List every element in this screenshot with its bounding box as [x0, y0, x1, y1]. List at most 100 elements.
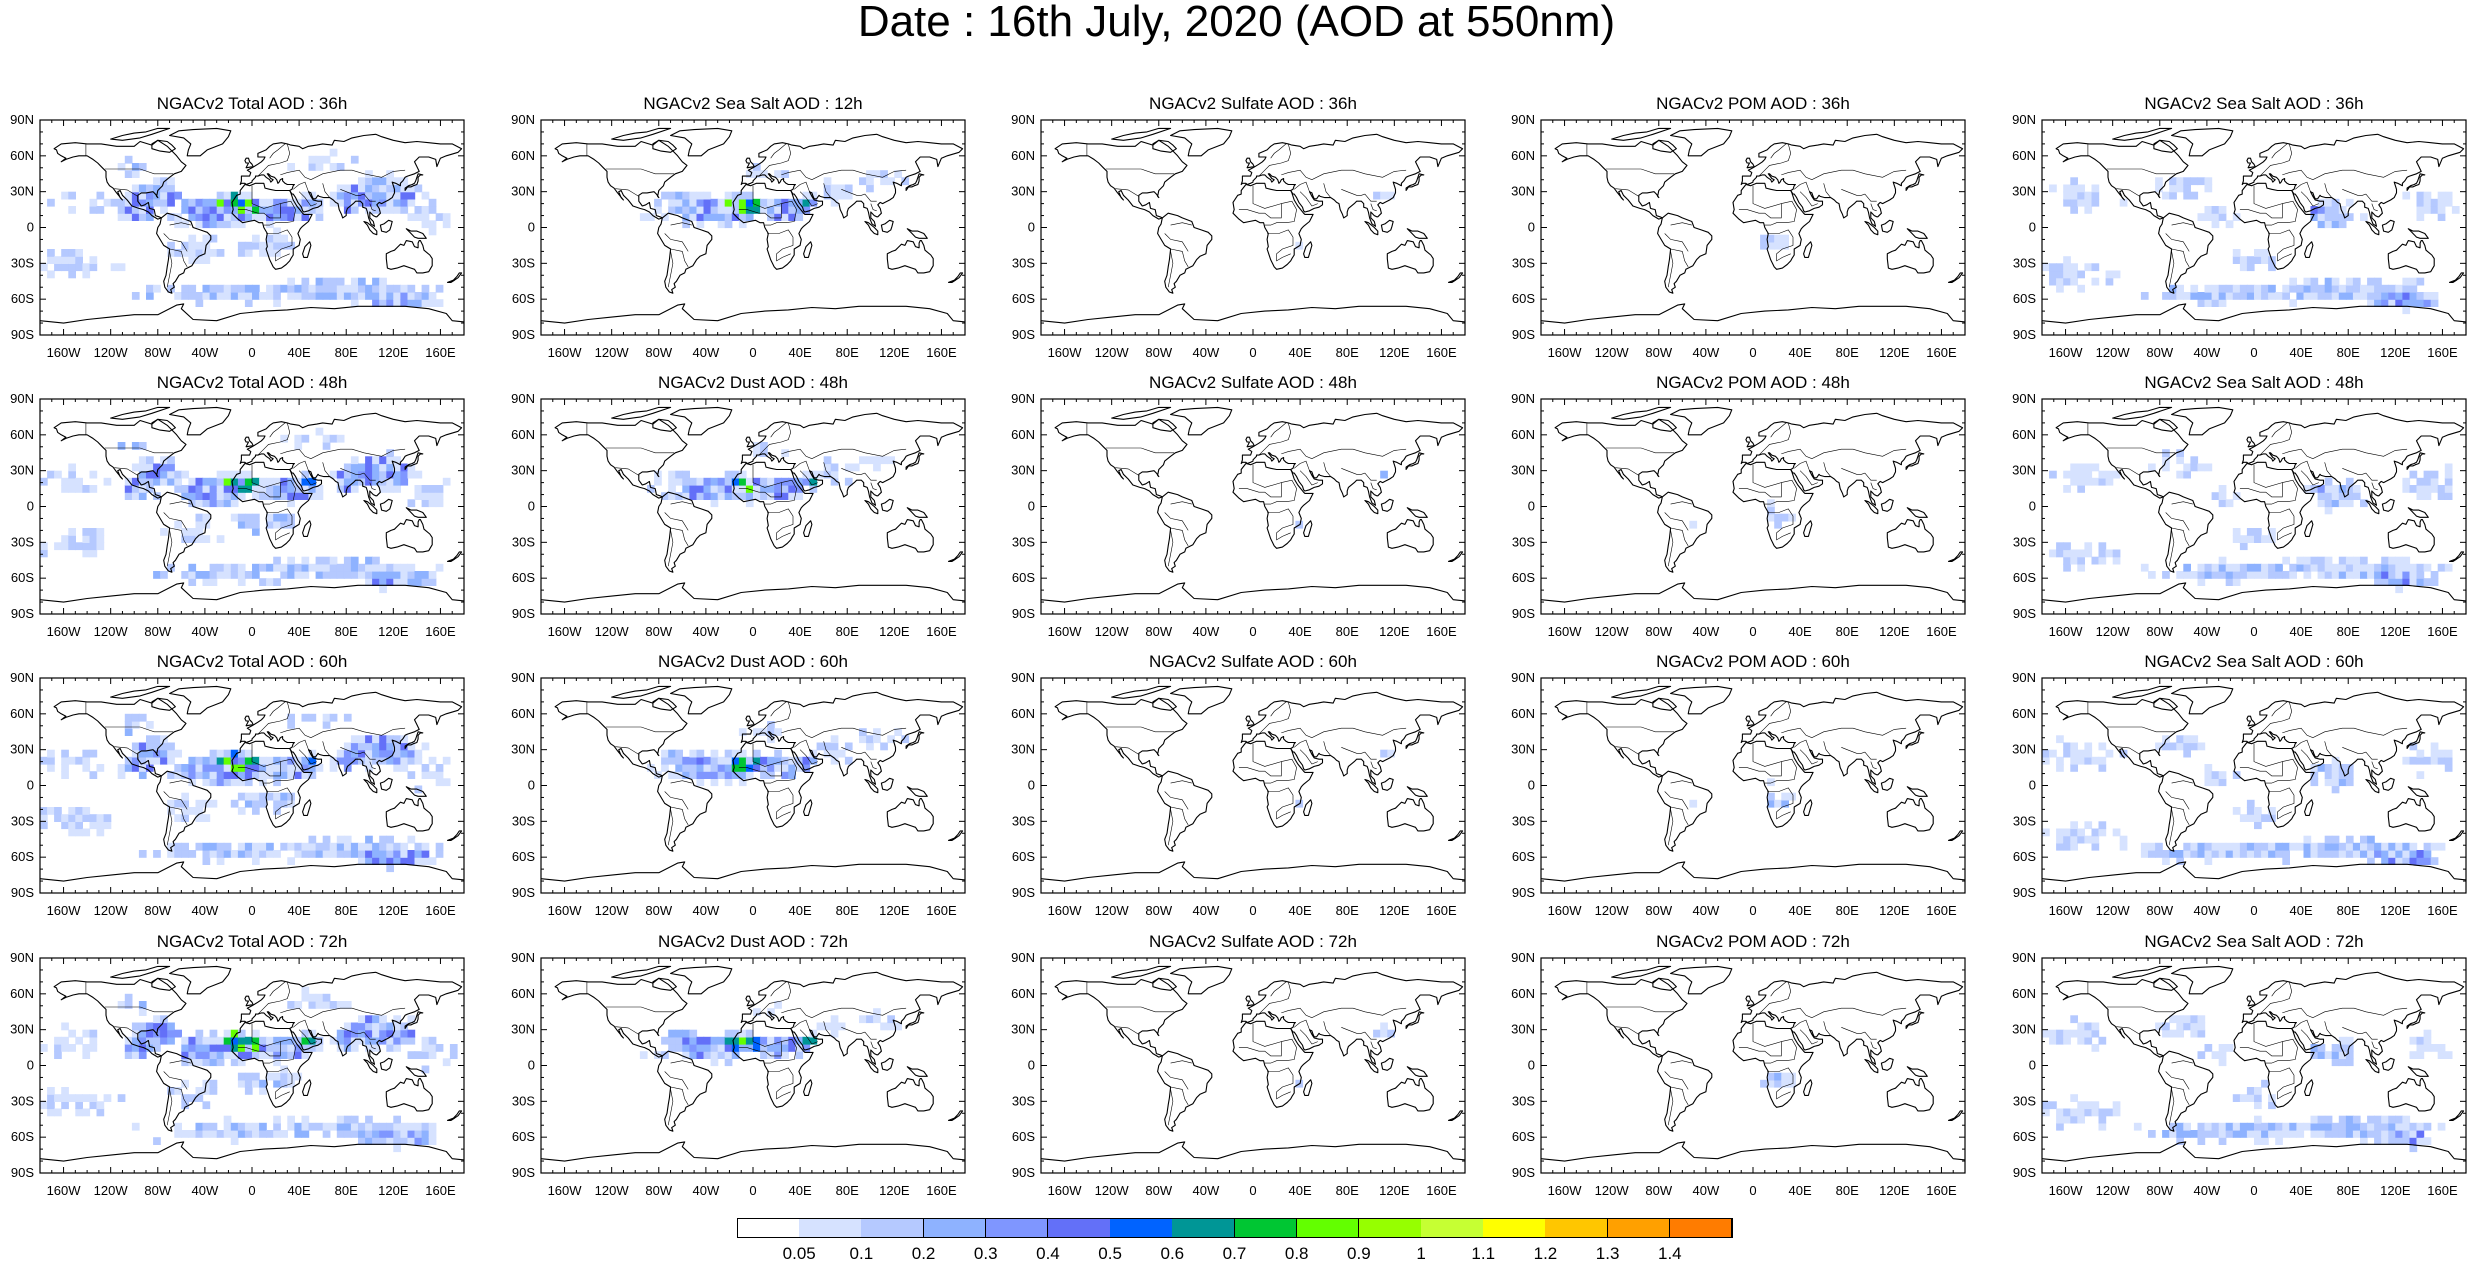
lon-tick-label: 120W — [595, 345, 630, 360]
lat-tick-label: 90S — [1012, 327, 1035, 342]
lat-tick-label: 90S — [2013, 1165, 2036, 1180]
lat-tick-label: 90S — [1512, 885, 1535, 900]
lat-tick-label: 60S — [11, 1129, 34, 1144]
lon-tick-label: 0 — [248, 1183, 255, 1198]
lat-tick-label: 60N — [511, 706, 535, 721]
lon-tick-label: 0 — [1749, 624, 1756, 639]
lat-tick-label: 30S — [512, 813, 535, 828]
lon-tick-label: 160W — [2049, 345, 2084, 360]
lat-tick-label: 90N — [10, 391, 34, 406]
country-borders — [1587, 702, 1906, 845]
lat-tick-label: 60N — [10, 986, 34, 1001]
colorbar-swatch — [1110, 1218, 1173, 1238]
lon-tick-label: 40E — [288, 624, 311, 639]
lat-tick-label: 60N — [511, 427, 535, 442]
lon-tick-label: 160W — [1048, 1183, 1083, 1198]
lon-tick-label: 120W — [94, 345, 129, 360]
lat-tick-label: 60N — [10, 706, 34, 721]
map-frame — [1541, 678, 1965, 893]
lat-tick-label: 30S — [11, 1093, 34, 1108]
lat-tick-label: 0 — [27, 499, 34, 514]
lon-tick-label: 120W — [1095, 345, 1130, 360]
lon-tick-label: 0 — [2250, 624, 2257, 639]
lon-tick-label: 160W — [47, 1183, 82, 1198]
coastlines — [541, 966, 965, 1161]
aod-field — [40, 149, 451, 307]
colorbar-swatch — [986, 1218, 1049, 1238]
lat-tick-label: 60N — [10, 427, 34, 442]
aod-field — [2042, 1015, 2453, 1152]
lon-tick-label: 80W — [2146, 345, 2173, 360]
lat-tick-label: 90N — [1511, 112, 1535, 127]
lat-tick-label: 90S — [11, 885, 34, 900]
map-frame — [1541, 399, 1965, 614]
lon-tick-label: 40W — [1193, 903, 1220, 918]
lat-tick-label: 30S — [1012, 255, 1035, 270]
map-frame — [541, 958, 965, 1173]
colorbar-tick-label: 0.3 — [974, 1244, 998, 1264]
coastlines — [1041, 966, 1465, 1161]
colorbar-swatch — [737, 1218, 800, 1238]
lon-tick-label: 40W — [1193, 624, 1220, 639]
lat-tick-label: 0 — [2029, 1058, 2036, 1073]
lat-tick-label: 60N — [1511, 148, 1535, 163]
lon-tick-label: 120E — [879, 624, 910, 639]
panel-title: NGACv2 Sea Salt AOD : 72h — [2042, 932, 2466, 952]
lon-tick-label: 0 — [749, 903, 756, 918]
lon-tick-label: 160E — [425, 624, 456, 639]
aod-field — [1689, 778, 1796, 807]
lat-tick-label: 60N — [10, 148, 34, 163]
lon-tick-label: 80W — [1145, 903, 1172, 918]
lat-tick-label: 60N — [511, 986, 535, 1001]
lat-tick-label: 60N — [1511, 706, 1535, 721]
country-borders — [1587, 423, 1906, 566]
map-frame — [1041, 958, 1465, 1173]
lon-tick-label: 120W — [595, 624, 630, 639]
lon-tick-label: 80E — [1336, 345, 1359, 360]
colorbar-swatch — [1172, 1218, 1235, 1238]
lon-tick-label: 40E — [1789, 624, 1812, 639]
lat-tick-label: 0 — [27, 778, 34, 793]
lon-tick-label: 80E — [2337, 624, 2360, 639]
coastlines — [1541, 686, 1965, 881]
lat-tick-label: 60S — [1012, 570, 1035, 585]
country-borders — [1087, 423, 1406, 566]
lat-tick-label: 90S — [512, 606, 535, 621]
colorbar-tick-label: 0.7 — [1223, 1244, 1247, 1264]
lon-tick-label: 0 — [248, 624, 255, 639]
lat-tick-label: 60N — [1011, 148, 1035, 163]
lat-tick-label: 30S — [1512, 813, 1535, 828]
lon-tick-label: 120W — [1095, 624, 1130, 639]
lon-tick-label: 40E — [1789, 903, 1812, 918]
lon-tick-label: 0 — [749, 624, 756, 639]
lon-tick-label: 160E — [926, 624, 957, 639]
lon-tick-label: 120W — [1095, 903, 1130, 918]
lat-tick-label: 30N — [2012, 742, 2036, 757]
lon-tick-label: 160E — [1926, 1183, 1957, 1198]
lat-tick-label: 30N — [511, 463, 535, 478]
country-borders — [2088, 982, 2407, 1125]
lon-tick-label: 40W — [693, 903, 720, 918]
lon-tick-label: 0 — [1249, 345, 1256, 360]
lon-tick-label: 160E — [2427, 1183, 2458, 1198]
lon-tick-label: 0 — [1249, 903, 1256, 918]
lon-tick-label: 80E — [2337, 1183, 2360, 1198]
lat-tick-label: 30N — [511, 742, 535, 757]
coastlines — [541, 128, 965, 323]
colorbar-swatch — [861, 1218, 924, 1238]
lat-tick-label: 30N — [1011, 463, 1035, 478]
lon-tick-label: 40E — [288, 1183, 311, 1198]
lat-tick-label: 30S — [512, 1093, 535, 1108]
lat-tick-label: 90S — [11, 327, 34, 342]
lon-tick-label: 120E — [1379, 624, 1410, 639]
lat-tick-label: 30S — [2013, 1093, 2036, 1108]
lon-tick-label: 40E — [1289, 1183, 1312, 1198]
lat-tick-label: 90N — [10, 112, 34, 127]
lat-tick-label: 60N — [2012, 427, 2036, 442]
panel-title: NGACv2 Total AOD : 72h — [40, 932, 464, 952]
lat-tick-label: 90N — [10, 670, 34, 685]
panel-title: NGACv2 Total AOD : 36h — [40, 94, 464, 114]
